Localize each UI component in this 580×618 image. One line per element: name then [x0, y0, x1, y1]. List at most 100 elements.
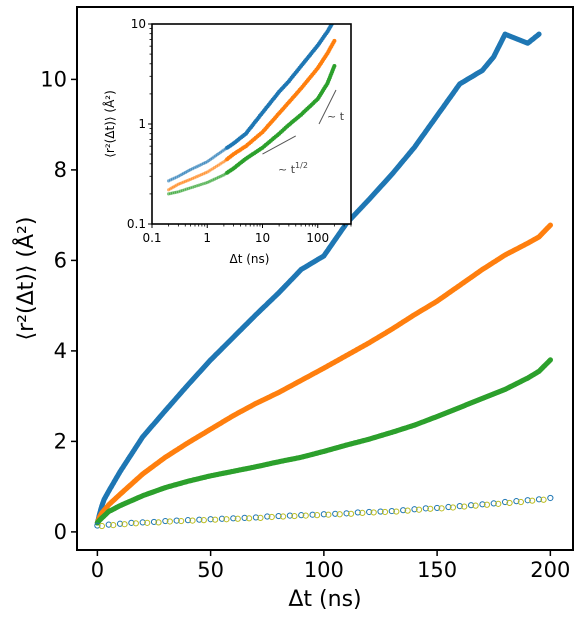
data-point [393, 508, 400, 515]
data-point [128, 519, 135, 526]
data-point [218, 515, 226, 522]
x-tick-label: 0 [91, 558, 104, 582]
data-point [370, 509, 377, 516]
data-point [223, 516, 230, 523]
data-point [415, 506, 423, 513]
inset-x-axis-label: Δt (ns) [230, 252, 270, 266]
data-point [501, 498, 509, 506]
data-point [422, 505, 429, 512]
main-series-4 [98, 496, 547, 530]
data-point [366, 508, 373, 516]
main-axes-frame [76, 6, 574, 551]
data-point [196, 516, 203, 523]
y-tick-label: 8 [54, 158, 67, 182]
data-point [309, 511, 316, 518]
main-plot: 0 50 100 150 200 0 2 4 6 8 10 Δt (ns) ⟨r²(Δt)⟩ (Å²) [12, 6, 574, 612]
data-point [144, 519, 151, 526]
data-point [155, 519, 162, 526]
inset-y-tick-label: 10 [131, 17, 146, 31]
data-point [547, 222, 554, 228]
slope-half-guide [262, 135, 296, 155]
annotation-sqrt-t: ~ t1/2 [278, 161, 308, 176]
data-point [529, 497, 536, 504]
data-point [472, 502, 479, 509]
data-point [162, 517, 169, 525]
data-point [268, 513, 275, 521]
y-tick-label: 0 [54, 520, 67, 544]
data-point [332, 510, 339, 517]
inset-x-tick-label: 0.1 [142, 231, 161, 245]
data-point [286, 512, 293, 519]
data-point [173, 517, 180, 524]
data-point [513, 498, 520, 505]
data-point [313, 512, 321, 519]
data-point [105, 521, 112, 528]
data-point [524, 497, 531, 504]
x-tick-label: 200 [530, 558, 570, 582]
data-point [207, 516, 214, 523]
x-tick-label: 150 [417, 558, 457, 582]
data-point [94, 522, 101, 529]
inset-y-tick-label: 1 [138, 117, 146, 131]
data-point [490, 500, 497, 507]
data-point [506, 499, 513, 507]
y-axis-label: ⟨r²(Δt)⟩ (Å²) [12, 217, 39, 341]
data-point [456, 503, 463, 510]
data-point [359, 509, 366, 516]
data-point [298, 512, 305, 519]
inset-y-tick-label: 0.1 [127, 217, 146, 231]
data-point [427, 505, 434, 512]
data-point [336, 511, 343, 518]
data-point [116, 520, 124, 527]
inset-x-tick-label: 100 [306, 231, 329, 245]
data-point [467, 502, 475, 509]
data-point [189, 517, 196, 524]
data-point [121, 521, 128, 528]
y-tick-label: 4 [54, 339, 67, 363]
data-point [495, 500, 502, 507]
data-point [547, 494, 554, 502]
y-tick-label: 10 [40, 67, 67, 91]
data-point [241, 514, 248, 521]
data-point [449, 504, 457, 511]
data-point [438, 505, 445, 512]
data-point [252, 514, 260, 521]
data-point [445, 503, 452, 511]
data-point [535, 496, 543, 503]
main-series-2 [94, 357, 554, 526]
data-point [388, 507, 395, 515]
main-series-3 [94, 494, 554, 529]
data-point [275, 512, 282, 520]
inset-x-tick-label: 1 [203, 231, 211, 245]
data-point [434, 504, 441, 512]
inset-y-axis-label: ⟨r²(Δt)⟩ (Å²) [102, 90, 117, 158]
data-point [178, 517, 185, 525]
data-point [540, 496, 547, 503]
data-point [320, 511, 327, 518]
data-point [264, 513, 271, 520]
data-point [547, 357, 554, 363]
data-point [517, 498, 525, 506]
data-point [381, 508, 389, 516]
data-point [332, 38, 337, 43]
x-axis-label: Δt (ns) [288, 587, 361, 612]
data-point [354, 509, 361, 516]
x-tick-label: 50 [197, 558, 224, 582]
data-point [280, 513, 287, 520]
data-point [377, 508, 384, 515]
data-point [343, 510, 350, 517]
data-point [230, 515, 237, 522]
data-point [404, 507, 411, 514]
data-point [291, 512, 298, 520]
data-point [332, 64, 337, 68]
slope-one-guide [318, 89, 337, 125]
x-tick-label: 100 [304, 558, 344, 582]
main-series-1 [94, 222, 554, 526]
data-point [212, 516, 219, 523]
data-point [139, 519, 146, 526]
data-point [150, 518, 158, 526]
data-point [461, 503, 468, 510]
data-point [132, 520, 139, 527]
y-tick-label: 2 [54, 429, 67, 453]
